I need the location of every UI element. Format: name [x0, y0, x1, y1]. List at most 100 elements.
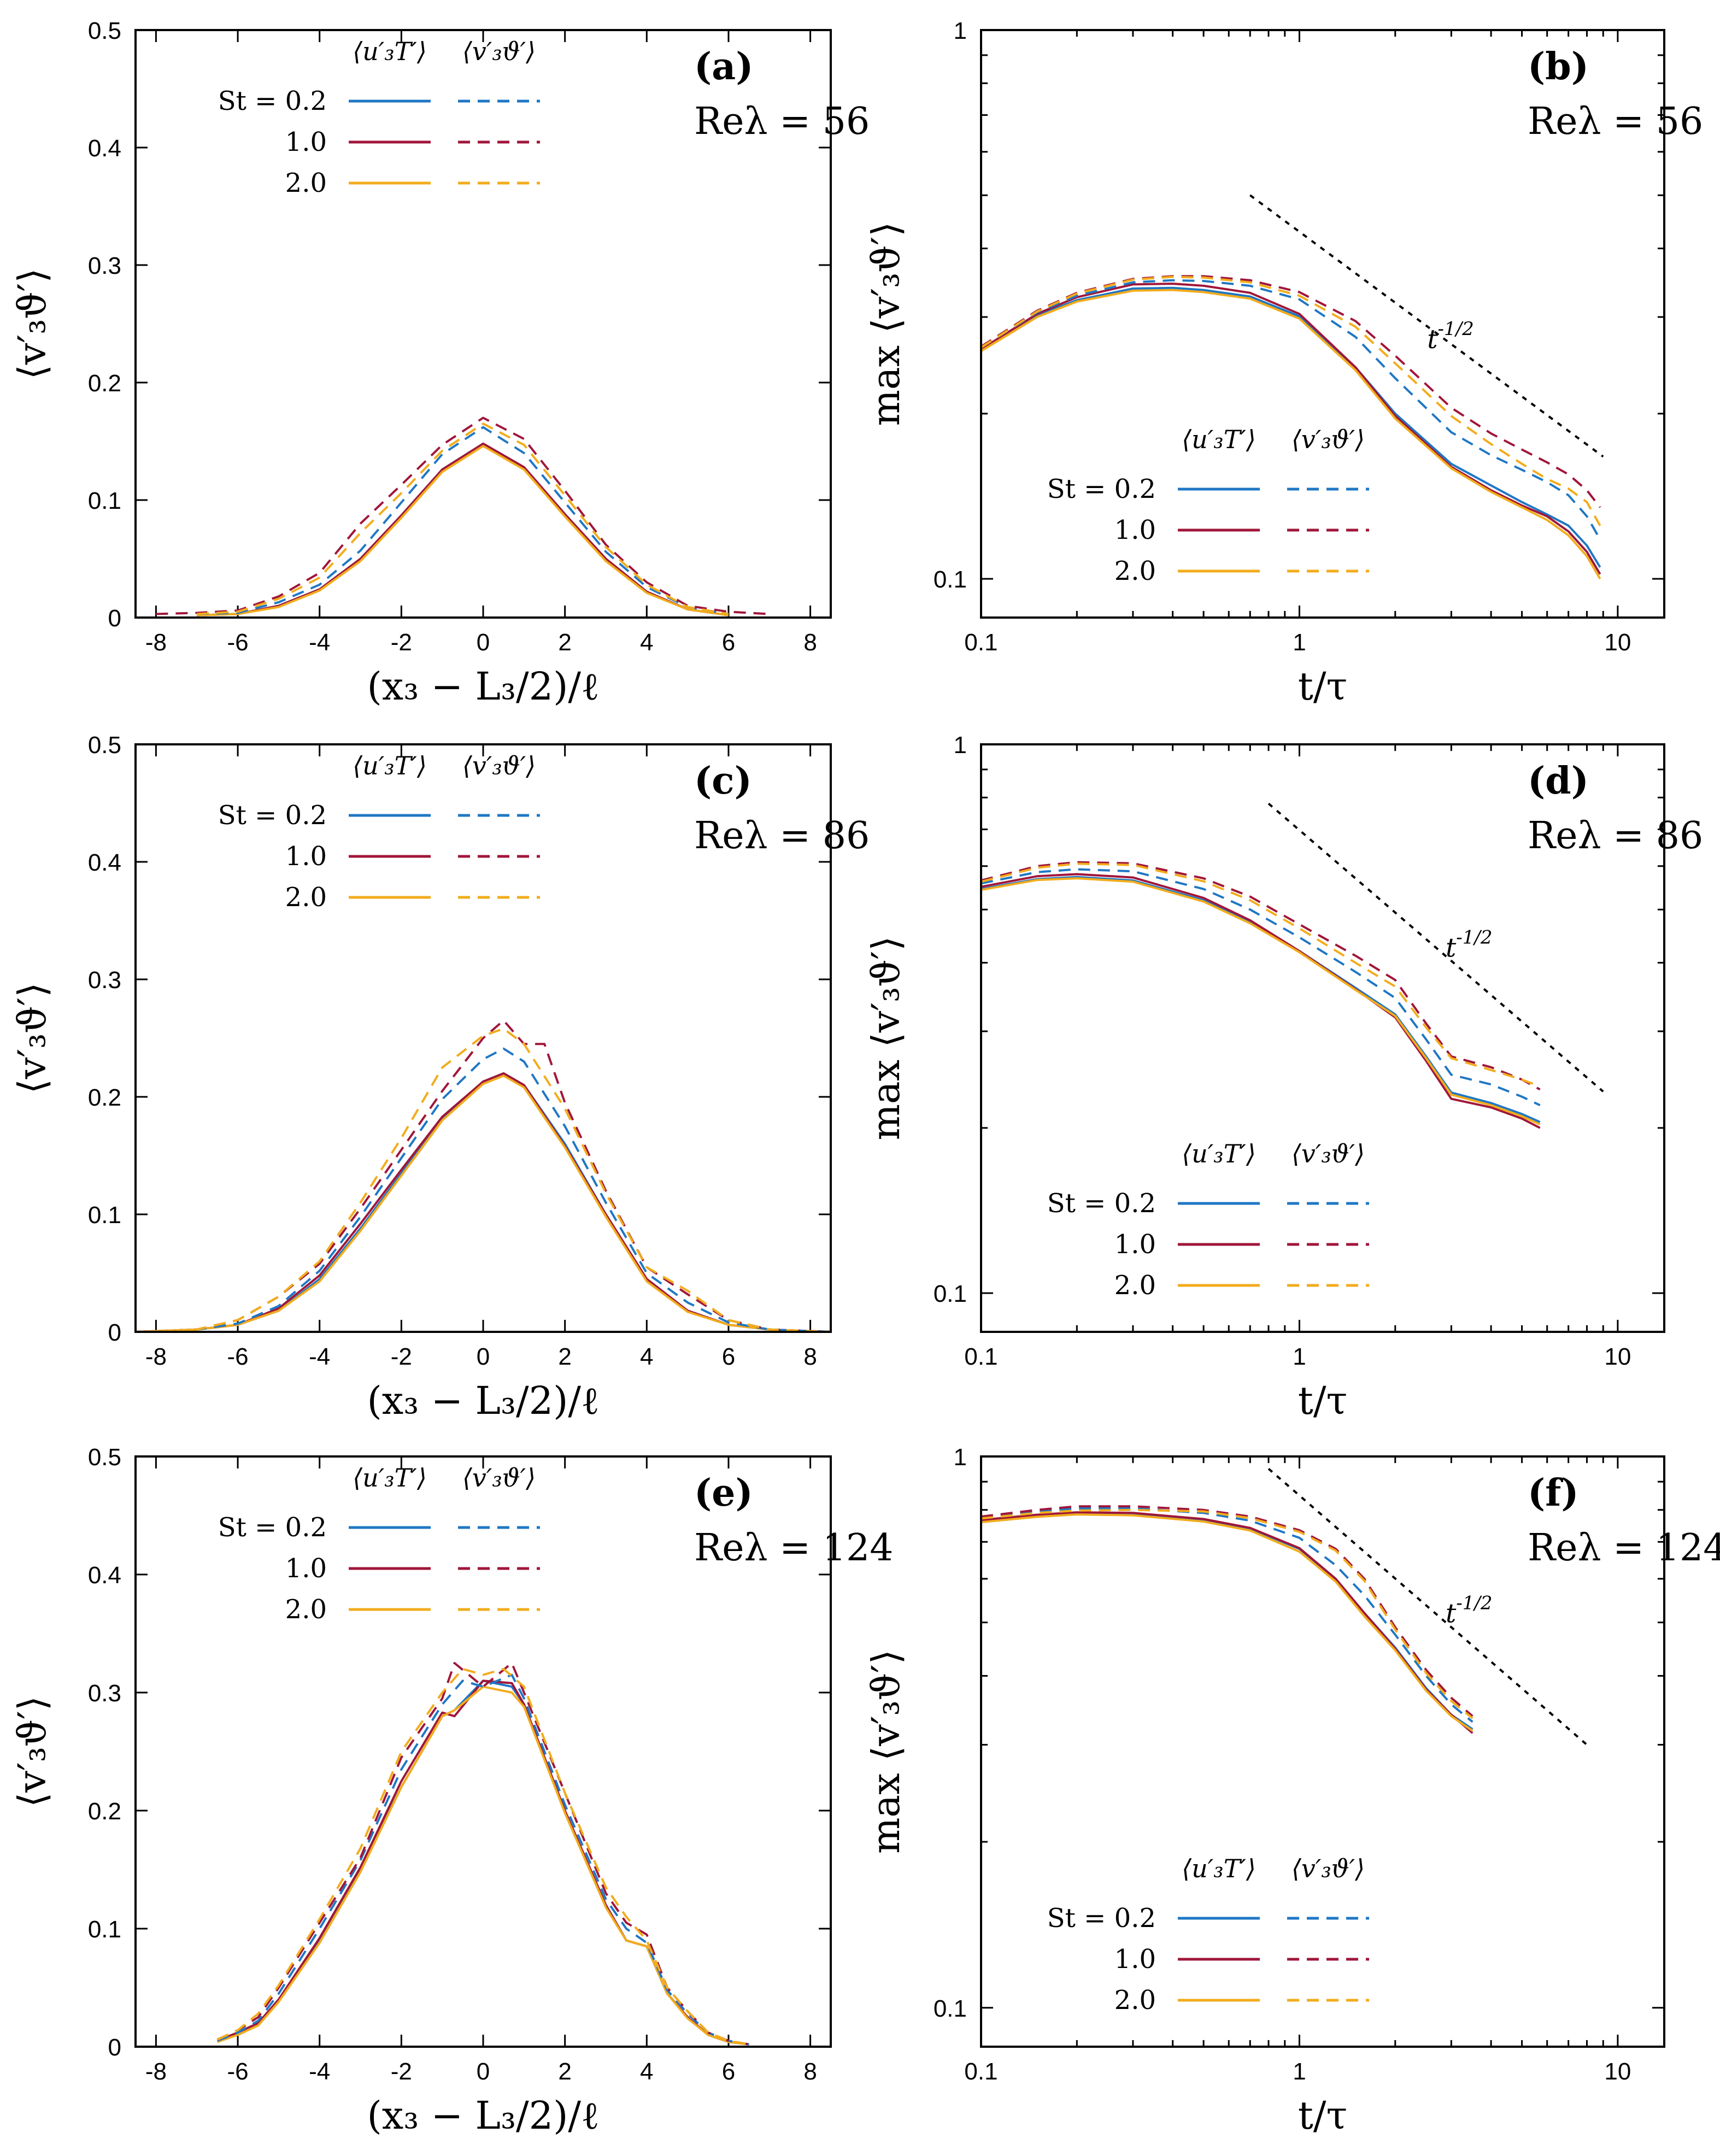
series-line-v3theta-5: [981, 1508, 1474, 1719]
x-tick-label: 8: [803, 629, 817, 656]
y-tick-label: 0.1: [934, 1995, 967, 2022]
x-tick-label: -8: [145, 2058, 167, 2085]
series-line-u3T-0: [197, 442, 729, 616]
series-line-u3T-2: [216, 1685, 749, 2046]
y-tick-label: 0.4: [88, 849, 121, 876]
series-line-v3theta-4: [981, 1505, 1474, 1717]
y-tick-label: 0.2: [88, 1798, 121, 1825]
legend-header-dashed: ⟨v′₃ϑ′⟩: [462, 1463, 536, 1493]
legend-label: 1.0: [1114, 515, 1156, 545]
series-line-v3theta-3: [981, 1507, 1474, 1723]
y-tick-label: 0.5: [88, 732, 121, 759]
panel-label: (c): [694, 759, 752, 803]
legend-label: St = 0.2: [218, 1512, 327, 1543]
legend-label: St = 0.2: [1047, 474, 1156, 504]
series-line-v3theta-4: [981, 861, 1541, 1091]
slope-reference-line: [1249, 194, 1604, 458]
legend-header-solid: ⟨u′₃T′⟩: [353, 751, 427, 780]
x-tick-label: 2: [558, 2058, 571, 2085]
y-axis-label: max ⟨v′₃ϑ′⟩: [864, 936, 908, 1141]
slope-label: t-1/2: [1446, 926, 1493, 963]
y-tick-label: 1: [954, 1444, 967, 1471]
y-axis-label: max ⟨v′₃ϑ′⟩: [864, 222, 908, 426]
plot-frame: [980, 743, 1665, 1333]
y-tick-label: 0: [108, 1319, 121, 1346]
x-tick-label: 6: [722, 2058, 735, 2085]
y-tick-label: 1: [954, 732, 967, 759]
series-line-u3T-1: [981, 283, 1601, 575]
x-tick-label: 0: [477, 1343, 490, 1370]
x-tick-label: -2: [391, 2058, 412, 2085]
x-tick-label: -4: [309, 629, 330, 656]
series-line-v3theta-3: [136, 1047, 831, 1332]
y-tick-label: 0.1: [88, 1916, 121, 1943]
y-axis-label: ⟨v′₃ϑ′⟩: [10, 982, 55, 1094]
legend-header-dashed: ⟨v′₃ϑ′⟩: [1292, 1854, 1365, 1883]
y-axis-label: ⟨v′₃ϑ′⟩: [10, 1696, 55, 1807]
series-line-v3theta-3: [981, 868, 1541, 1107]
legend-label: St = 0.2: [1047, 1188, 1156, 1219]
slope-label: t-1/2: [1446, 1593, 1493, 1629]
series-line-v3theta-4: [156, 416, 770, 615]
y-tick-label: 1: [954, 17, 967, 44]
x-tick-label: 4: [640, 1343, 653, 1370]
legend-header-dashed: ⟨v′₃ϑ′⟩: [462, 751, 536, 780]
x-tick-label: -2: [391, 629, 412, 656]
series-line-v3theta-4: [136, 1019, 831, 1332]
y-tick-label: 0.4: [88, 135, 121, 162]
series-line-u3T-1: [981, 873, 1541, 1129]
y-tick-label: 0.5: [88, 17, 121, 44]
legend-header-dashed: ⟨v′₃ϑ′⟩: [462, 37, 536, 66]
re-label: Reλ = 86: [1528, 814, 1703, 857]
panel-label: (a): [694, 45, 753, 89]
x-tick-label: 2: [558, 629, 571, 656]
legend-label: 1.0: [285, 1553, 327, 1584]
x-tick-label: 4: [640, 2058, 653, 2085]
x-axis-label: t/τ: [1298, 664, 1347, 709]
x-tick-label: -4: [309, 2058, 330, 2085]
x-tick-label: 0: [477, 629, 490, 656]
x-tick-label: 1: [1293, 629, 1306, 656]
x-tick-label: -6: [227, 2058, 248, 2085]
plot-frame: [134, 1455, 832, 2048]
panel-b: 0.1 1 10 0.1 1 t-1/2 (b) Reλ = 56 t/τ max ⟨v′₃ϑ′⟩…: [864, 17, 1703, 709]
legend-header-solid: ⟨u′₃T′⟩: [353, 1463, 427, 1493]
x-axis-label: (x₃ − L₃/2)/ℓ: [367, 664, 599, 709]
x-tick-label: 8: [803, 2058, 817, 2085]
x-tick-label: -2: [391, 1343, 412, 1370]
re-label: Reλ = 124: [694, 1526, 894, 1570]
series-line-u3T-1: [981, 1511, 1474, 1734]
panel-label: (e): [694, 1471, 753, 1515]
x-tick-label: 1: [1293, 1343, 1306, 1370]
series-line-v3theta-5: [216, 1667, 749, 2046]
x-axis-label: t/τ: [1298, 2093, 1347, 2138]
panel-c: -8 -6 -4 -2 0 2 4 6 8 0 0.1 0.2 0.3 0.4 0.5 (c) Reλ = 86…: [10, 732, 870, 1423]
x-tick-label: 2: [558, 1343, 571, 1370]
legend-header-dashed: ⟨v′₃ϑ′⟩: [1292, 1139, 1365, 1168]
series-line-u3T-0: [981, 1512, 1474, 1730]
re-label: Reλ = 56: [1528, 100, 1703, 143]
x-axis-label: (x₃ − L₃/2)/ℓ: [367, 1378, 599, 1423]
panel-label: (b): [1528, 45, 1589, 89]
x-tick-label: 4: [640, 629, 653, 656]
legend-label: 2.0: [285, 1594, 327, 1625]
legend-label: 1.0: [285, 841, 327, 872]
slope-reference-line: [1267, 802, 1604, 1092]
panel-label: (d): [1528, 759, 1589, 803]
x-tick-label: 0.1: [964, 2058, 997, 2085]
legend-label: 1.0: [1114, 1944, 1156, 1975]
legend-label: 1.0: [285, 127, 327, 157]
x-tick-label: 6: [722, 1343, 735, 1370]
legend-label: 1.0: [1114, 1229, 1156, 1260]
y-tick-label: 0: [108, 2034, 121, 2061]
series-line-u3T-2: [136, 1074, 831, 1332]
x-tick-label: -6: [227, 1343, 248, 1370]
x-tick-label: 10: [1604, 1343, 1631, 1370]
y-tick-label: 0.5: [88, 1444, 121, 1471]
legend-label: 2.0: [285, 882, 327, 913]
y-tick-label: 0.2: [88, 1084, 121, 1111]
legend-label: 2.0: [1114, 1985, 1156, 2016]
panel-label: (f): [1528, 1471, 1579, 1515]
x-tick-label: 1: [1293, 2058, 1306, 2085]
